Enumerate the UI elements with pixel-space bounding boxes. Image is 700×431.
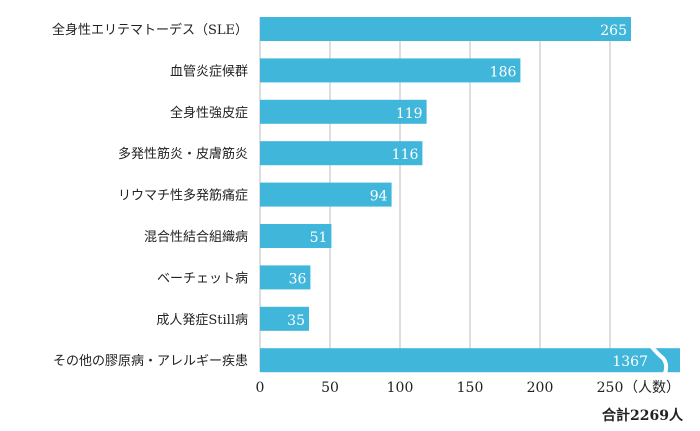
value-label: 35: [287, 313, 305, 329]
value-label: 265: [600, 23, 627, 39]
total-label: 合計2269人: [602, 407, 684, 424]
category-label: 血管炎症候群: [170, 64, 248, 79]
category-label: 混合性結合組織病: [144, 230, 248, 245]
bar: [260, 17, 631, 41]
category-label: 全身性エリテマトーデス（SLE）: [52, 22, 248, 38]
x-tick-label: 250: [597, 380, 624, 396]
x-tick-label: 50: [321, 380, 339, 396]
category-label: ベーチェット病: [157, 271, 248, 286]
x-axis-unit-label: （人数）: [624, 380, 680, 396]
bar: [260, 99, 427, 124]
value-label: 116: [392, 147, 419, 163]
bar: [260, 141, 423, 166]
bar: [260, 182, 392, 207]
bar: [260, 348, 680, 373]
value-label: 186: [490, 64, 517, 80]
x-tick-label: 0: [256, 380, 265, 396]
value-label: 1367: [612, 354, 648, 370]
value-label: 36: [289, 271, 307, 287]
bar: [260, 58, 521, 83]
value-label: 119: [396, 106, 423, 122]
x-tick-label: 100: [387, 380, 414, 396]
bar: [260, 306, 309, 331]
category-label: その他の膠原病・アレルギー疾患: [53, 354, 248, 369]
bar: [260, 265, 311, 290]
category-label: 成人発症Still病: [156, 313, 248, 328]
value-label: 94: [370, 189, 388, 205]
category-label: 全身性強皮症: [170, 105, 248, 121]
x-tick-label: 150: [457, 380, 484, 396]
value-label: 51: [310, 230, 328, 246]
category-label: リウマチ性多発筋痛症: [118, 188, 248, 204]
category-label: 多発性筋炎・皮膚筋炎: [118, 146, 248, 162]
bar: [260, 224, 332, 248]
axis-break-mark: [650, 345, 669, 374]
x-tick-label: 200: [527, 380, 554, 396]
